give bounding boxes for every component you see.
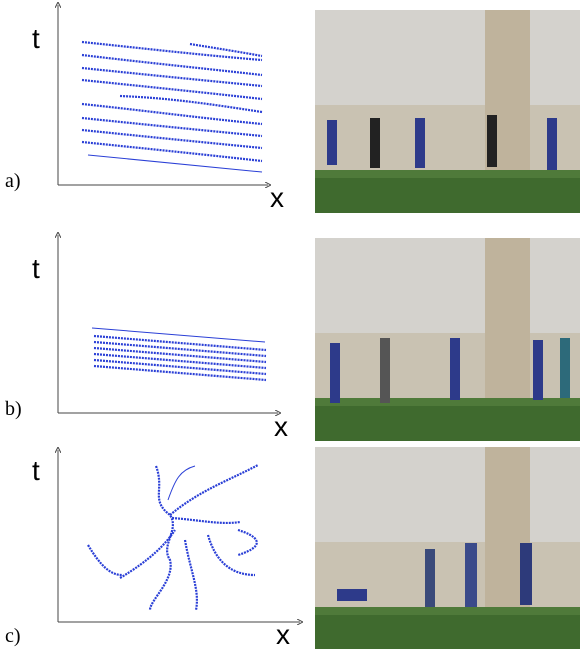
- panel-c: t x c): [5, 447, 580, 649]
- x-axis-label: x: [274, 411, 288, 442]
- y-axis-label: t: [32, 23, 40, 54]
- panel-label: b): [5, 398, 22, 420]
- trajectories: [87, 464, 259, 611]
- panel-label: c): [5, 625, 21, 647]
- trajectories: [81, 40, 263, 173]
- panel-label: a): [5, 170, 21, 192]
- trajectories: [91, 327, 267, 382]
- photo: [315, 10, 580, 213]
- x-axis-label: x: [270, 182, 284, 213]
- panel-a: t x a): [5, 5, 580, 213]
- panel-b: t x b): [5, 235, 580, 442]
- y-axis-label: t: [32, 455, 40, 486]
- photo: [315, 238, 580, 441]
- y-axis-label: t: [32, 253, 40, 284]
- photo: [315, 447, 580, 649]
- x-axis-label: x: [276, 619, 290, 649]
